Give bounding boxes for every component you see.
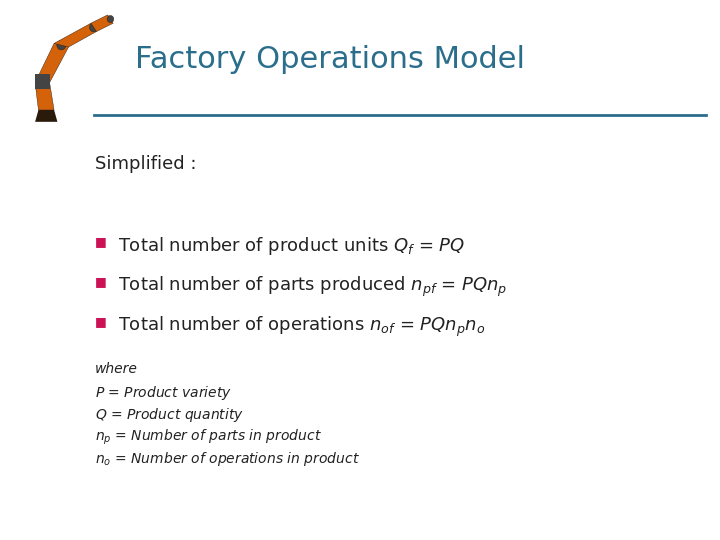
Polygon shape xyxy=(35,83,54,110)
Text: ■: ■ xyxy=(95,315,107,328)
Text: $P$ = Product variety: $P$ = Product variety xyxy=(95,384,232,402)
Polygon shape xyxy=(35,75,50,89)
Text: Simplified :: Simplified : xyxy=(95,155,197,173)
Circle shape xyxy=(57,40,66,50)
Text: $n_p$ = Number of parts in product: $n_p$ = Number of parts in product xyxy=(95,428,322,447)
Polygon shape xyxy=(35,110,58,122)
Circle shape xyxy=(37,77,48,88)
Circle shape xyxy=(89,23,98,32)
Text: Total number of operations $n_{of}$ = $PQn_pn_o$: Total number of operations $n_{of}$ = $P… xyxy=(118,315,485,339)
Text: Total number of parts produced $n_{pf}$ = $PQn_p$: Total number of parts produced $n_{pf}$ … xyxy=(118,275,508,299)
Polygon shape xyxy=(91,15,113,31)
Text: Total number of product units $Q_f$ = $PQ$: Total number of product units $Q_f$ = $P… xyxy=(118,235,465,257)
Text: ■: ■ xyxy=(95,235,107,248)
Text: $Q$ = Product quantity: $Q$ = Product quantity xyxy=(95,406,244,424)
Polygon shape xyxy=(35,43,68,83)
Text: where: where xyxy=(95,362,138,376)
Text: Factory Operations Model: Factory Operations Model xyxy=(135,45,525,75)
Text: $n_o$ = Number of operations in product: $n_o$ = Number of operations in product xyxy=(95,450,360,468)
Polygon shape xyxy=(54,23,96,47)
Circle shape xyxy=(107,16,114,23)
Text: ■: ■ xyxy=(95,275,107,288)
